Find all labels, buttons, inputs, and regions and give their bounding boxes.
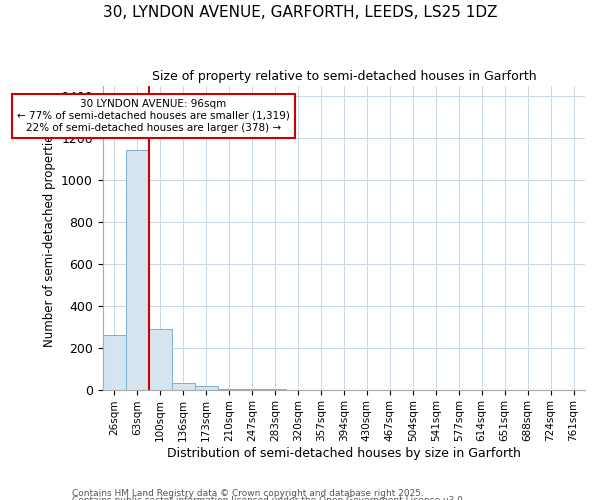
Bar	[125, 150, 149, 390]
Title: Size of property relative to semi-detached houses in Garforth: Size of property relative to semi-detach…	[152, 70, 536, 83]
Text: Contains HM Land Registry data © Crown copyright and database right 2025.: Contains HM Land Registry data © Crown c…	[72, 488, 424, 498]
Bar	[172, 384, 194, 390]
Text: 30 LYNDON AVENUE: 96sqm
← 77% of semi-detached houses are smaller (1,319)
22% of: 30 LYNDON AVENUE: 96sqm ← 77% of semi-de…	[17, 100, 290, 132]
Bar	[103, 335, 125, 390]
X-axis label: Distribution of semi-detached houses by size in Garforth: Distribution of semi-detached houses by …	[167, 447, 521, 460]
Y-axis label: Number of semi-detached properties: Number of semi-detached properties	[43, 128, 56, 347]
Text: 30, LYNDON AVENUE, GARFORTH, LEEDS, LS25 1DZ: 30, LYNDON AVENUE, GARFORTH, LEEDS, LS25…	[103, 5, 497, 20]
Text: Contains public sector information licensed under the Open Government Licence v3: Contains public sector information licen…	[72, 496, 466, 500]
Bar	[194, 386, 218, 390]
Bar	[218, 388, 241, 390]
Bar	[149, 329, 172, 390]
